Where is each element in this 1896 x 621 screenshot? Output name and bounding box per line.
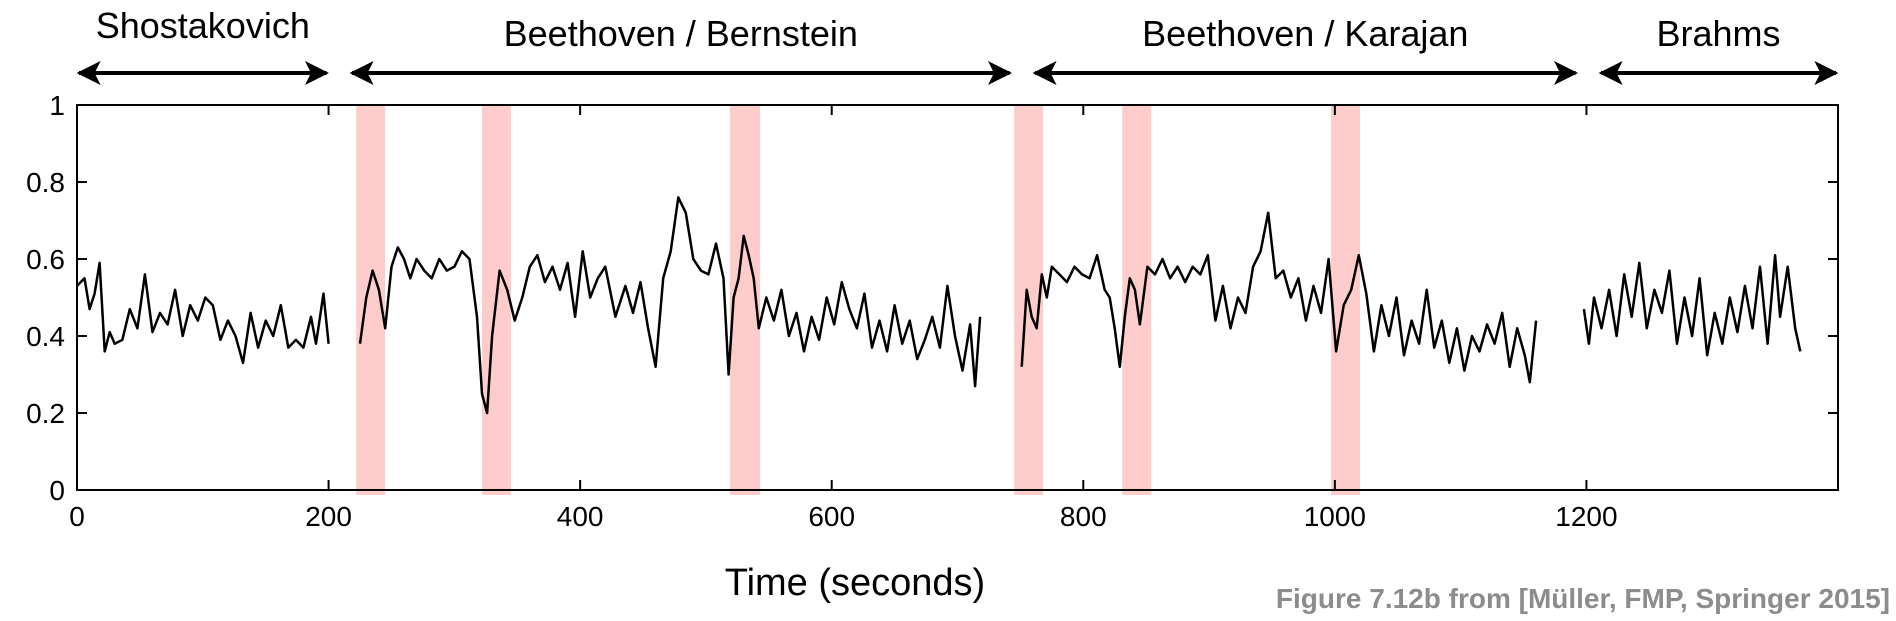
x-tick-label: 1000 [1304,501,1366,532]
segment-label: Shostakovich [96,5,310,46]
y-tick-label: 0 [49,475,65,506]
y-tick-label: 1 [49,90,65,121]
series-line-segment [76,261,330,365]
y-tick-label: 0.2 [26,398,65,429]
plot-frame [76,104,1839,491]
segment-label: Beethoven / Bernstein [504,13,858,54]
x-tick-label: 800 [1060,501,1107,532]
segment-annotations: Shostakovich Beethoven / Bernstein Beethov… [76,5,1839,85]
y-tick-label: 0.6 [26,244,65,275]
x-tick-label: 1200 [1555,501,1617,532]
figure-credit: Figure 7.12b from [Müller, FMP, Springer… [1276,583,1890,614]
y-tick-label: 0.4 [26,321,65,352]
series-line-segment [358,196,982,415]
x-tick-label: 600 [808,501,855,532]
series-line [76,196,1802,415]
segment-label: Beethoven / Karajan [1142,13,1468,54]
segment-label: Brahms [1656,13,1780,54]
x-axis-label: Time (seconds) [725,562,985,604]
series-line-segment [1020,211,1538,384]
axis-ticks: 0 200 400 600 800 1000 1200 0 0.2 0.4 0.6 0.8 1 [26,90,1838,532]
x-tick-label: 0 [69,501,85,532]
x-tick-label: 400 [557,501,604,532]
x-tick-label: 200 [305,501,352,532]
y-tick-label: 0.8 [26,167,65,198]
series-line-segment [1582,253,1802,357]
highlight-bands [356,105,1361,495]
